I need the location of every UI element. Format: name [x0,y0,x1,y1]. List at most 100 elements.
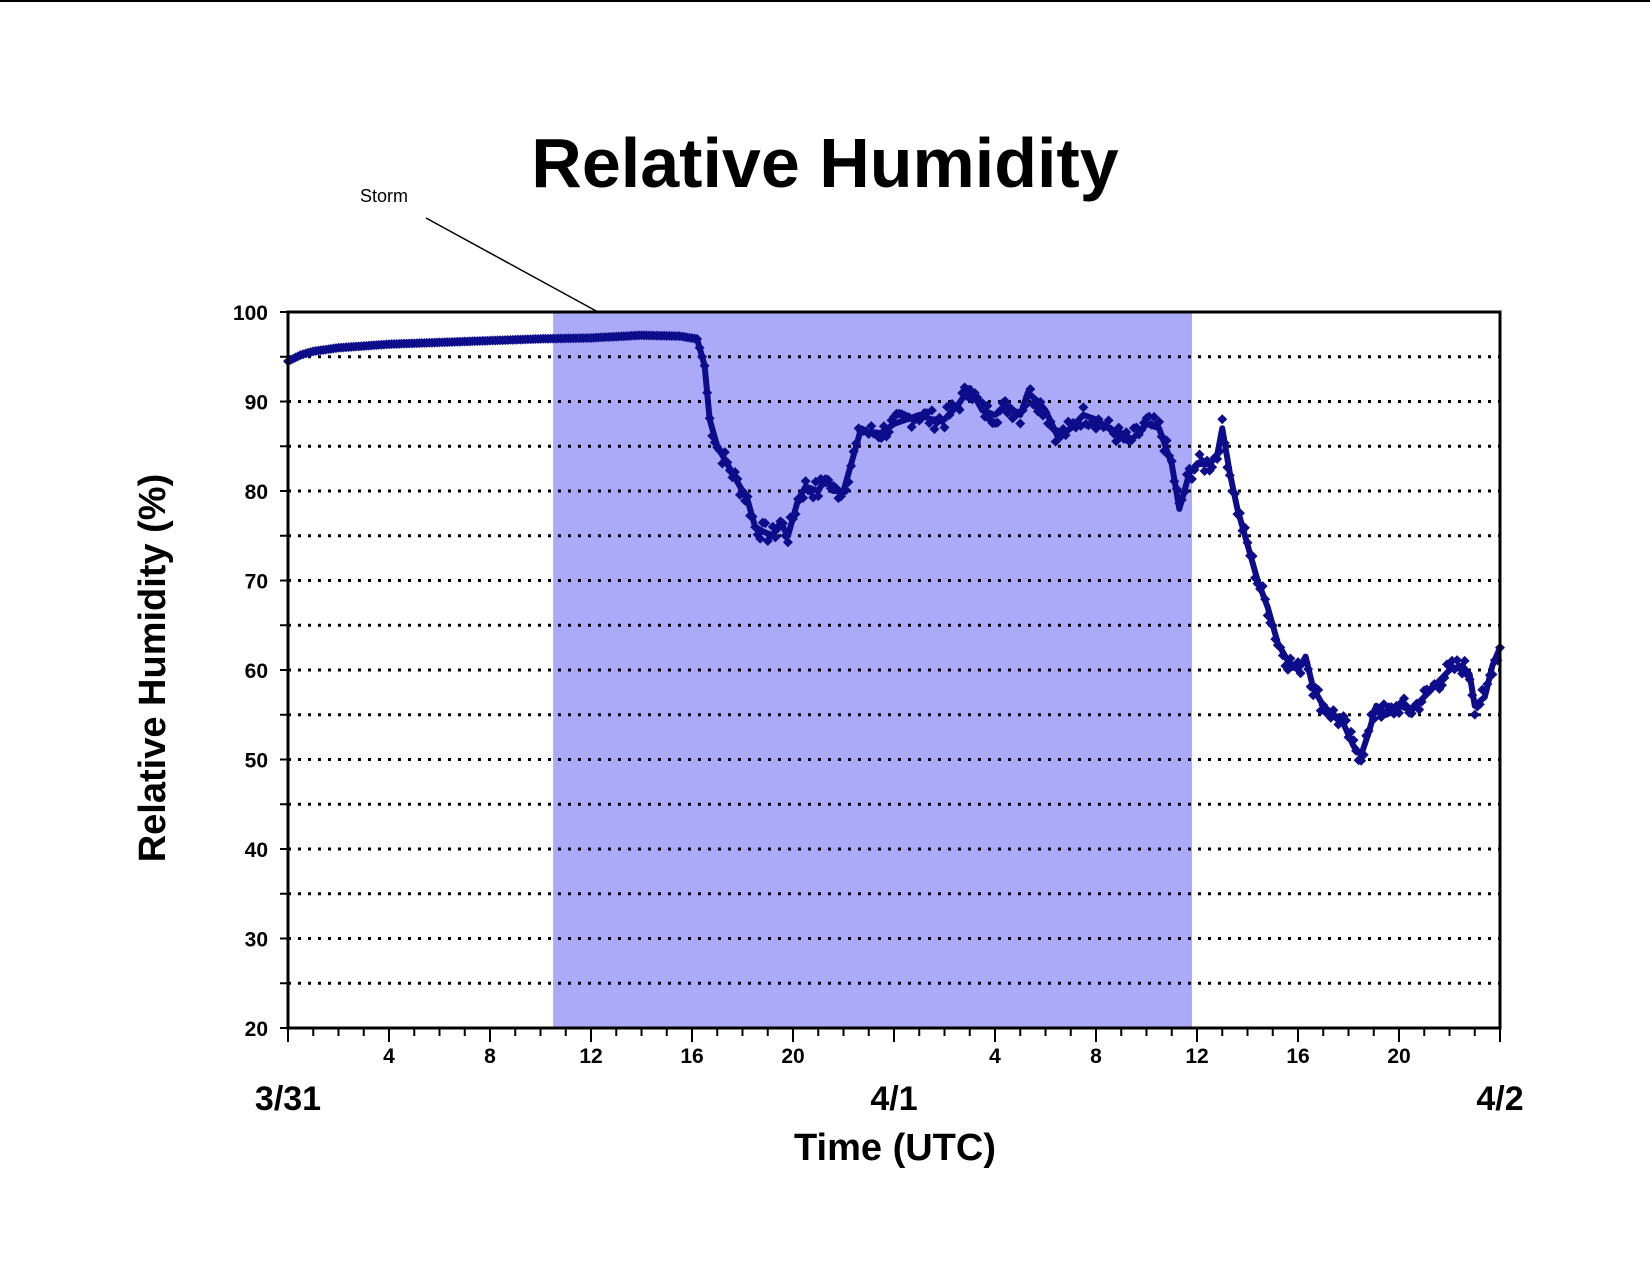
data-point [760,518,771,529]
date-labels: 3/31 4/1 4/2 [255,1080,1524,1118]
y-axis-title: Relative Humidity (%) [132,474,174,863]
data-point [1222,462,1233,473]
data-point [1050,436,1061,447]
chart-title: Relative Humidity [531,124,1118,202]
data-point [1126,435,1137,446]
data-point [1459,655,1470,666]
data-point [782,537,793,548]
data-point [1219,437,1230,448]
data-point [1340,715,1351,726]
data-point [878,421,889,432]
data-point [790,509,801,520]
data-point [1348,735,1359,746]
data-point [926,405,937,416]
data-point [944,409,955,420]
data-point [1414,704,1425,715]
data-point [699,360,710,371]
y-tick-label: 20 [245,1018,268,1041]
data-point [843,477,854,488]
data-point [1295,668,1306,679]
data-point [1482,679,1493,690]
data-point [1474,699,1485,710]
plot-frame [286,310,1502,1030]
data-point [1040,407,1051,418]
data-point [1467,690,1478,701]
data-point [1103,415,1114,426]
data-point [939,422,950,433]
data-point [992,417,1003,428]
date-label: 4/2 [1476,1080,1523,1118]
data-point [1234,508,1245,519]
y-tick-label: 80 [245,481,268,504]
x-tick-label: 8 [484,1045,496,1068]
data-point [1108,428,1119,439]
data-point [1179,487,1190,498]
axis-ticks [280,311,1501,1042]
data-point [1060,430,1071,441]
y-tick-labels: 20 30 40 50 60 70 80 90 100 [233,302,268,1041]
y-tick-label: 90 [245,392,268,415]
data-point [1229,488,1240,499]
data-point [1267,620,1278,631]
data-point [1285,653,1296,664]
data-point [954,404,965,415]
data-point [851,438,862,449]
data-point [1035,397,1046,408]
data-point [1078,402,1089,413]
x-tick-labels: 4 8 12 16 20 4 8 12 16 20 [383,1045,1411,1068]
storm-annotation-leader [425,217,599,313]
data-point [1416,696,1427,707]
data-point [1224,470,1235,481]
data-point [732,473,743,484]
data-point [704,413,715,424]
data-point [883,426,894,437]
data-point [702,387,713,398]
data-point [1487,669,1498,680]
data-point [1358,749,1369,760]
data-point [694,342,705,353]
y-tick-label: 70 [245,571,268,594]
data-point [737,486,748,497]
data-point [866,421,877,432]
data-point [995,405,1006,416]
y-tick-label: 100 [233,302,268,325]
data-point [1313,684,1324,695]
humidity-series [283,330,1505,766]
data-point [1025,384,1036,395]
x-tick-label: 16 [1286,1045,1309,1068]
data-point [1257,581,1268,592]
data-point [1169,476,1180,487]
data-point [1212,453,1223,464]
data-point [1207,462,1218,473]
data-point [813,491,824,502]
data-point [1277,650,1288,661]
data-point [1161,435,1172,446]
data-point [1346,726,1357,737]
x-axis-title: Time (UTC) [794,1127,996,1169]
data-point [1469,709,1480,720]
y-tick-label: 30 [245,929,268,952]
data-point [1202,455,1213,466]
x-tick-label: 12 [1185,1045,1208,1068]
data-point [830,482,841,493]
data-point [1171,484,1182,495]
x-tick-label: 12 [579,1045,602,1068]
data-point [1214,446,1225,457]
data-point [1368,714,1379,725]
date-label: 4/1 [870,1080,917,1118]
data-point [1275,642,1286,653]
data-point [1176,494,1187,505]
x-tick-label: 4 [383,1045,395,1068]
data-point [823,475,834,486]
y-tick-label: 50 [245,750,268,773]
data-point [1399,693,1410,704]
data-point [1146,419,1157,430]
data-point [1166,456,1177,467]
data-point [841,485,852,496]
y-tick-label: 60 [245,660,268,683]
data-point [924,418,935,429]
data-point [1186,473,1197,484]
gridlines [288,355,1500,985]
data-point [722,457,733,468]
